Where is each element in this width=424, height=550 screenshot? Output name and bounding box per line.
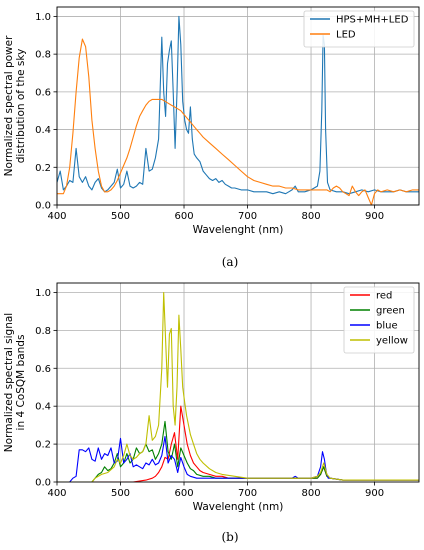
x-axis-label: Wavelenght (nm) <box>193 224 284 236</box>
x-tick-label: 700 <box>238 211 257 222</box>
x-tick-label: 600 <box>174 488 193 499</box>
x-tick-label: 900 <box>365 211 384 222</box>
legend-label: green <box>376 306 405 317</box>
x-tick-label: 400 <box>47 211 66 222</box>
x-tick-label: 800 <box>301 488 320 499</box>
y-tick-label: 0.2 <box>35 440 51 451</box>
y-axis-label-line-1: Normalized spectral signal <box>3 313 15 452</box>
y-tick-label: 0.2 <box>35 163 51 174</box>
y-tick-label: 1.0 <box>35 12 51 23</box>
x-tick-label: 400 <box>47 488 66 499</box>
y-tick-label: 0.8 <box>35 50 51 61</box>
x-tick-label: 600 <box>174 211 193 222</box>
y-tick-label: 0.6 <box>35 87 51 98</box>
x-tick-label: 800 <box>301 211 320 222</box>
axes-frame <box>56 6 420 206</box>
y-tick-label: 0.0 <box>35 201 51 212</box>
x-tick-label: 900 <box>365 488 384 499</box>
y-tick-label: 1.0 <box>35 288 51 299</box>
y-tick-label: 0.4 <box>35 125 51 136</box>
y-tick-label: 0.8 <box>35 326 51 337</box>
panel-caption: (b) <box>221 530 238 544</box>
chart-panel-1: 400 500 600 700 800 900 0.0 0.2 0.4 0.6 0.8 1.0 Wave… <box>3 6 420 269</box>
y-tick-label: 0.6 <box>35 364 51 375</box>
x-tick-label: 700 <box>238 488 257 499</box>
series-line-led <box>57 38 419 205</box>
panel-caption: (a) <box>222 255 239 269</box>
legend-label: HPS+MH+LED <box>336 15 409 26</box>
y-axis-label-line-2: in 4 CoSQM bands <box>15 335 27 431</box>
series-line-yellow <box>57 291 419 482</box>
x-axis-label: Wavelenght (nm) <box>193 501 284 513</box>
legend-label: red <box>376 291 392 302</box>
series-group <box>57 291 419 482</box>
y-axis-label-line-1: Normalized spectral power <box>3 35 15 177</box>
y-tick-label: 0.4 <box>35 402 51 413</box>
x-tick-label: 500 <box>111 211 130 222</box>
legend-label: yellow <box>376 336 408 347</box>
x-tick-label: 500 <box>111 488 130 499</box>
chart-panel-2: 400 500 600 700 800 900 0.0 0.2 0.4 0.6 0.8 1.0 Wave… <box>3 282 420 544</box>
y-tick-label: 0.0 <box>35 478 51 489</box>
series-line-hps-mh-led <box>57 15 419 195</box>
series-line-blue <box>57 435 419 482</box>
axes-frame <box>56 282 420 483</box>
legend-box <box>343 286 415 354</box>
legend-box <box>303 10 415 48</box>
y-axis-label-line-2: distribution of the sky <box>15 49 27 164</box>
legend-label: blue <box>376 321 398 332</box>
series-group <box>57 15 419 205</box>
legend-label: LED <box>336 30 356 41</box>
